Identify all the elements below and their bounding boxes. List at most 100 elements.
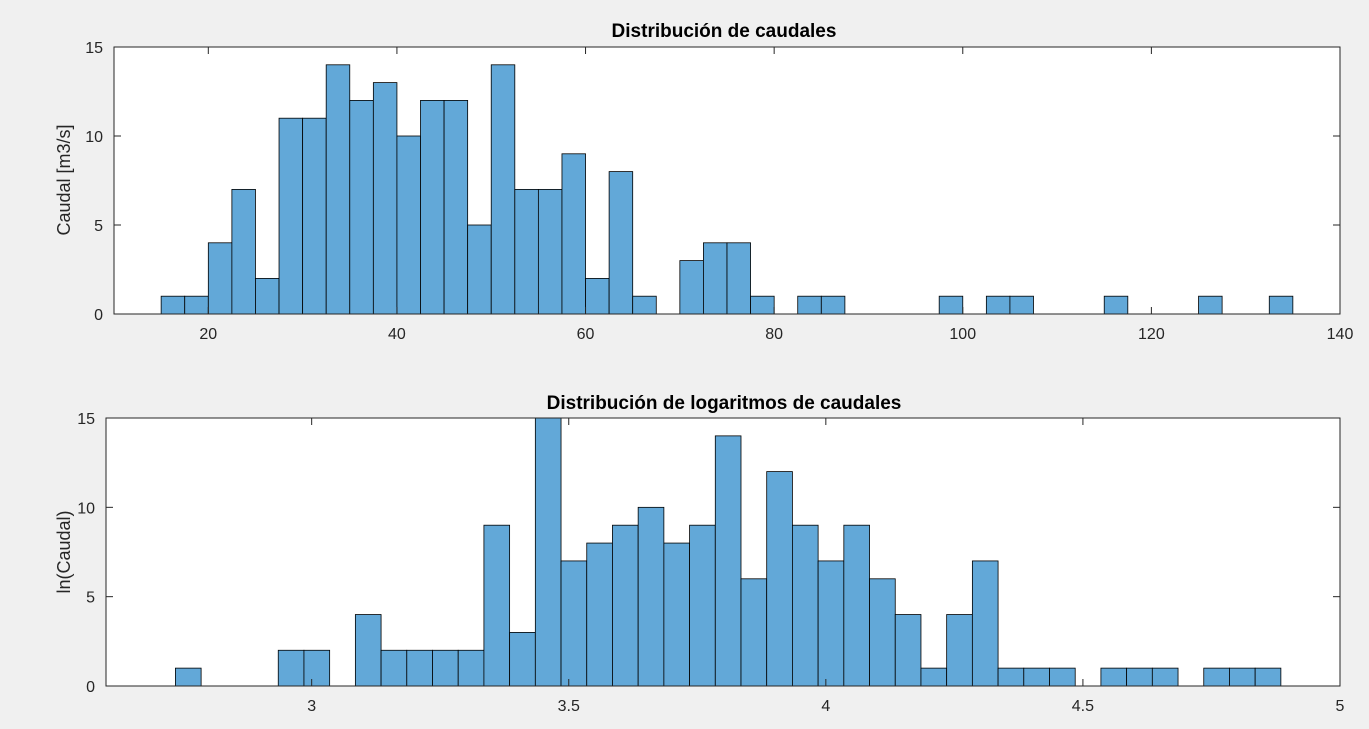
bottom-bar [277,649,305,687]
bottom-bar [509,632,536,687]
bottom-bar [817,560,845,687]
bottom-x-ticks: 3 3.5 4 4.5 5 [307,418,1345,715]
top-bar [561,153,586,315]
top-bar [1103,295,1129,315]
bottom-bar [843,524,870,687]
bottom-x-tick-label: 5 [1336,698,1345,715]
bottom-y-ticks: 0 5 10 15 [77,411,1340,696]
bottom-bar [175,667,202,687]
bottom-x-tick-label: 3 [307,698,316,715]
top-x-tick-label: 140 [1327,326,1354,343]
top-bar [938,295,964,315]
top-bar [632,295,657,315]
bottom-bar [1126,667,1153,687]
bottom-bar [792,524,819,687]
bottom-bars [175,417,1282,687]
bottom-bar [920,667,948,687]
top-bar [1268,295,1294,315]
top-y-tick-label: 5 [94,218,103,235]
top-bar [820,295,846,315]
bottom-y-tick-label: 5 [86,590,95,607]
top-bar [278,117,304,315]
top-x-tick-label: 120 [1138,326,1165,343]
bottom-bar [1203,667,1230,687]
top-bar [514,188,539,315]
bottom-bar [612,524,639,687]
bottom-bar [534,417,562,687]
bottom-bar [354,614,382,687]
bottom-bar [869,578,896,687]
top-bar [231,188,256,315]
top-bar [372,82,398,315]
bottom-bar [689,524,716,687]
bottom-bar [663,542,690,687]
bottom-bar [766,471,793,687]
top-x-tick-label: 100 [949,326,976,343]
bottom-bar [1254,667,1282,687]
top-bar [443,100,469,315]
top-x-ticks: 20 40 60 80 100 120 140 [199,47,1353,343]
top-bar [490,64,516,315]
top-chart-title: Distribución de caudales [612,21,837,42]
bottom-bar [483,524,511,687]
top-bar [396,135,421,315]
top-bar [679,260,704,315]
top-bar [255,277,280,315]
top-x-tick-label: 60 [577,326,595,343]
top-y-tick-label: 0 [94,307,103,324]
top-bar [537,188,563,315]
top-y-axis-label: Caudal [m3/s] [54,124,74,235]
top-x-tick-label: 20 [199,326,217,343]
bottom-bar [714,435,742,687]
top-bar [703,242,728,315]
bottom-bar [586,542,613,687]
top-bar [985,295,1011,315]
bottom-y-axis-label: ln(Caudal) [54,510,74,593]
top-bar [1198,295,1223,315]
bottom-bar [303,649,331,687]
bottom-bar [740,578,768,687]
top-bar [207,242,233,315]
top-bar [467,224,492,315]
bottom-histogram: 3 3.5 4 4.5 5 0 5 10 15 Distribución de logarit… [54,393,1345,715]
top-x-tick-label: 40 [388,326,406,343]
top-bar [1009,295,1034,315]
bottom-bar [380,649,408,687]
bottom-bar [457,649,485,687]
bottom-bar [1229,667,1256,687]
bottom-chart-title: Distribución de logaritmos de caudales [547,393,902,414]
top-bar [325,64,351,315]
top-bar [349,100,374,315]
top-bar [302,117,327,315]
bottom-bar [997,667,1025,687]
bottom-bar [946,614,973,687]
bottom-axes-box [105,417,1341,687]
bottom-bar [432,649,459,687]
bottom-x-tick-label: 4 [821,698,830,715]
bottom-y-tick-label: 15 [77,411,95,428]
bottom-x-tick-label: 3.5 [558,698,580,715]
bottom-bar [971,560,999,687]
bottom-bar [1100,667,1128,687]
bottom-bar [560,560,588,687]
top-bar [160,295,186,315]
top-y-tick-label: 10 [85,129,103,146]
top-axes-box [113,46,1341,315]
top-bar [420,100,445,315]
bottom-y-tick-label: 10 [77,500,95,517]
bottom-bar [1151,667,1179,687]
bottom-bar [637,506,665,687]
bottom-bar [406,649,433,687]
bottom-x-tick-label: 4.5 [1072,698,1094,715]
bottom-bar [1049,667,1076,687]
bottom-bar [894,614,922,687]
top-bars [160,64,1294,315]
top-histogram: 20 40 60 80 100 120 140 0 5 10 15 Distribución de… [54,21,1353,343]
top-x-tick-label: 80 [765,326,783,343]
top-bar [750,295,775,315]
top-bar [184,295,209,315]
top-bar [726,242,751,315]
top-bar [585,277,610,315]
top-y-tick-label: 15 [85,40,103,57]
